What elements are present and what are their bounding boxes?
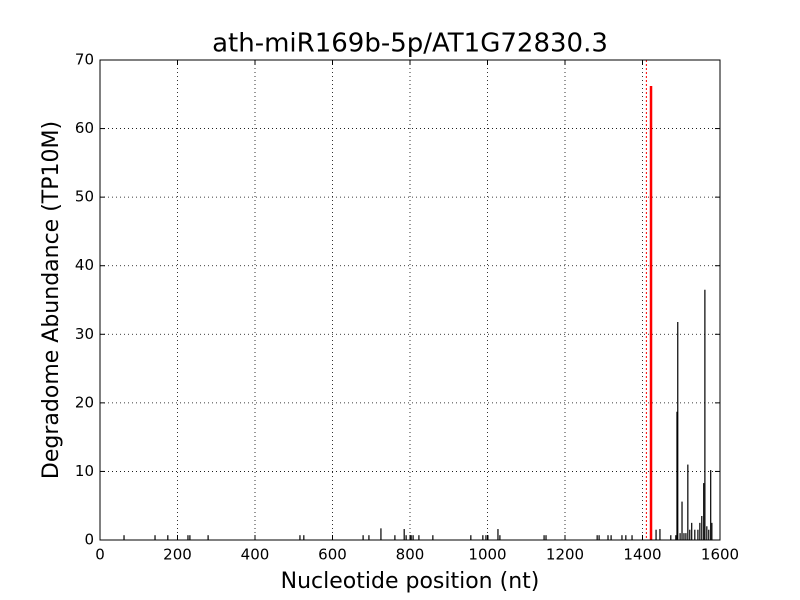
y-axis-label: Degradome Abundance (TP10M) — [39, 121, 64, 479]
x-tick-label: 400 — [241, 546, 270, 564]
y-tick-label: 0 — [84, 531, 94, 549]
y-tick-label: 60 — [75, 119, 94, 137]
x-tick-label: 1000 — [468, 546, 506, 564]
x-tick-label: 600 — [318, 546, 347, 564]
y-tick-label: 40 — [75, 256, 94, 274]
y-tick-label: 20 — [75, 393, 94, 411]
x-tick-label: 800 — [396, 546, 425, 564]
x-tick-label: 200 — [163, 546, 192, 564]
x-axis-label: Nucleotide position (nt) — [281, 569, 540, 594]
x-tick-label: 1400 — [623, 546, 661, 564]
y-tick-label: 70 — [75, 51, 94, 69]
chart-title: ath-miR169b-5p/AT1G72830.3 — [212, 29, 608, 59]
x-tick-label: 1200 — [546, 546, 584, 564]
y-tick-label: 30 — [75, 325, 94, 343]
y-tick-label: 50 — [75, 188, 94, 206]
plot-frame — [99, 59, 721, 541]
y-tick-label: 10 — [75, 462, 94, 480]
x-tick-label: 0 — [95, 546, 105, 564]
x-tick-label: 1600 — [701, 546, 739, 564]
